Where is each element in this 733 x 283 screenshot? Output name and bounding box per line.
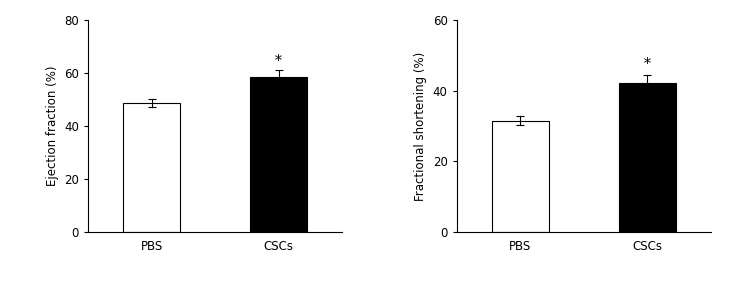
Bar (619, 83, 676, 232)
Bar (123, 103, 180, 232)
Text: *: * (276, 53, 282, 68)
Y-axis label: Ejection fraction (%): Ejection fraction (%) (45, 66, 59, 186)
Bar (250, 77, 307, 232)
Bar (492, 121, 549, 232)
Text: *: * (644, 57, 651, 71)
Y-axis label: Fractional shortening (%): Fractional shortening (%) (414, 51, 427, 201)
